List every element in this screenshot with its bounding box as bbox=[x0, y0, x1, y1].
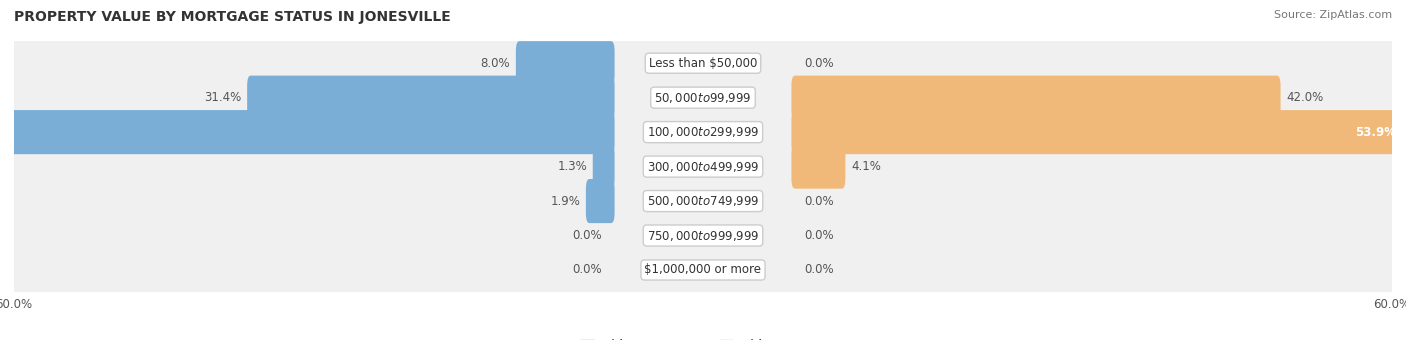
Text: 0.0%: 0.0% bbox=[804, 264, 834, 276]
Text: Source: ZipAtlas.com: Source: ZipAtlas.com bbox=[1274, 10, 1392, 20]
Text: 31.4%: 31.4% bbox=[204, 91, 242, 104]
FancyBboxPatch shape bbox=[6, 38, 1400, 88]
FancyBboxPatch shape bbox=[6, 72, 1400, 123]
Text: 1.3%: 1.3% bbox=[557, 160, 588, 173]
Text: 42.0%: 42.0% bbox=[1286, 91, 1323, 104]
Text: 57.4%: 57.4% bbox=[0, 126, 10, 139]
Text: 0.0%: 0.0% bbox=[804, 57, 834, 70]
Text: $300,000 to $499,999: $300,000 to $499,999 bbox=[647, 159, 759, 174]
FancyBboxPatch shape bbox=[6, 176, 1400, 226]
Text: $500,000 to $749,999: $500,000 to $749,999 bbox=[647, 194, 759, 208]
FancyBboxPatch shape bbox=[6, 141, 1400, 192]
FancyBboxPatch shape bbox=[6, 245, 1400, 295]
Text: 1.9%: 1.9% bbox=[550, 194, 581, 207]
FancyBboxPatch shape bbox=[247, 75, 614, 120]
FancyBboxPatch shape bbox=[792, 75, 1281, 120]
FancyBboxPatch shape bbox=[792, 110, 1406, 154]
Text: $1,000,000 or more: $1,000,000 or more bbox=[644, 264, 762, 276]
FancyBboxPatch shape bbox=[792, 144, 845, 189]
FancyBboxPatch shape bbox=[6, 107, 1400, 157]
FancyBboxPatch shape bbox=[593, 144, 614, 189]
Text: 8.0%: 8.0% bbox=[481, 57, 510, 70]
Text: 0.0%: 0.0% bbox=[572, 229, 602, 242]
Text: 53.9%: 53.9% bbox=[1355, 126, 1396, 139]
Legend: Without Mortgage, With Mortgage: Without Mortgage, With Mortgage bbox=[575, 335, 831, 340]
FancyBboxPatch shape bbox=[586, 179, 614, 223]
FancyBboxPatch shape bbox=[6, 210, 1400, 261]
Text: $100,000 to $299,999: $100,000 to $299,999 bbox=[647, 125, 759, 139]
Text: 0.0%: 0.0% bbox=[804, 194, 834, 207]
Text: $50,000 to $99,999: $50,000 to $99,999 bbox=[654, 91, 752, 105]
FancyBboxPatch shape bbox=[516, 41, 614, 85]
Text: $750,000 to $999,999: $750,000 to $999,999 bbox=[647, 228, 759, 242]
Text: PROPERTY VALUE BY MORTGAGE STATUS IN JONESVILLE: PROPERTY VALUE BY MORTGAGE STATUS IN JON… bbox=[14, 10, 451, 24]
Text: Less than $50,000: Less than $50,000 bbox=[648, 57, 758, 70]
Text: 0.0%: 0.0% bbox=[572, 264, 602, 276]
Text: 0.0%: 0.0% bbox=[804, 229, 834, 242]
Text: 4.1%: 4.1% bbox=[851, 160, 882, 173]
FancyBboxPatch shape bbox=[0, 110, 614, 154]
